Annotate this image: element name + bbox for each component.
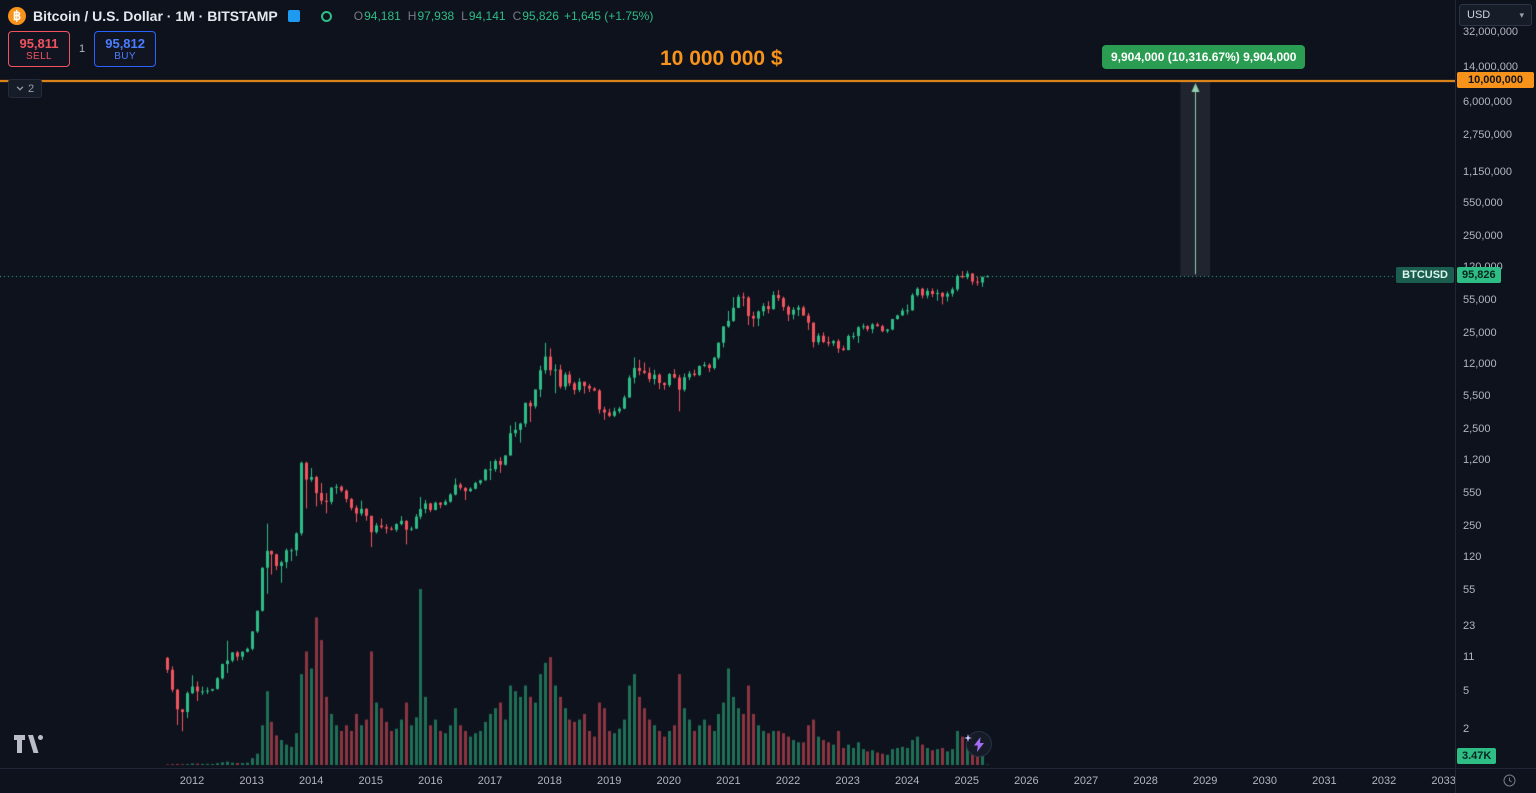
buy-price: 95,812 <box>105 36 145 51</box>
market-status-icon[interactable] <box>320 10 332 22</box>
time-axis-year-label: 2015 <box>358 775 384 787</box>
price-axis-label: 55,000 <box>1463 293 1497 306</box>
legend-collapse-chip[interactable]: 2 <box>8 79 42 98</box>
buy-button[interactable]: 95,812 BUY <box>94 31 157 67</box>
high-value: 97,938 <box>417 9 455 23</box>
lightning-icon <box>973 736 984 752</box>
time-axis-year-label: 2026 <box>1014 775 1039 787</box>
symbol-title[interactable]: Bitcoin / U.S. Dollar · 1M · BITSTAMP <box>33 8 278 24</box>
price-axis-label: 550 <box>1463 487 1482 500</box>
sell-price: 95,811 <box>19 36 59 51</box>
price-axis-label: 14,000,000 <box>1463 60 1519 73</box>
currency-value: USD <box>1467 9 1491 21</box>
time-axis-year-label: 2024 <box>894 775 920 787</box>
time-axis-year-label: 2025 <box>954 775 980 787</box>
price-range-label[interactable]: 9,904,000 (10,316.67%) 9,904,000 <box>1102 45 1306 69</box>
price-axis-label: 11 <box>1463 651 1475 664</box>
time-axis-year-label: 2016 <box>418 775 443 787</box>
current-price-axis-badge: 95,826 <box>1457 267 1501 284</box>
chevron-down-icon: ▾ <box>1519 9 1524 20</box>
time-axis-year-label: 2017 <box>477 775 503 787</box>
price-axis[interactable]: 32,000,000 14,000,000 6,000,000 2,750,000 1,… <box>1455 0 1536 768</box>
price-axis-label: 12,000 <box>1463 357 1497 370</box>
low-label: L <box>461 9 468 23</box>
time-axis-year-label: 2021 <box>716 775 741 787</box>
close-value: 95,826 <box>522 9 559 23</box>
price-axis-label: 250,000 <box>1463 229 1503 242</box>
open-value: 94,181 <box>364 9 401 23</box>
target-price-text-label[interactable]: 10 000 000 $ <box>660 47 783 70</box>
close-label: C <box>512 9 522 23</box>
volume-axis-badge: 3.47K <box>1457 748 1497 764</box>
time-axis-year-label: 2029 <box>1192 775 1218 787</box>
time-axis-year-label: 2018 <box>537 775 562 787</box>
price-axis-label: 55 <box>1463 583 1476 596</box>
time-axis-year-label: 2019 <box>596 775 622 787</box>
time-axis-year-label: 2013 <box>239 775 264 787</box>
sell-button[interactable]: 95,811 SELL <box>8 31 70 67</box>
price-axis-label: 1,150,000 <box>1463 165 1512 178</box>
buy-label: BUY <box>114 51 136 62</box>
bitcoin-logo-icon: ฿ <box>8 7 26 25</box>
price-axis-label: 6,000,000 <box>1463 96 1512 109</box>
boost-lightning-button[interactable] <box>964 730 992 757</box>
time-axis-year-label: 2032 <box>1371 775 1397 787</box>
price-axis-label: 25,000 <box>1463 326 1497 339</box>
price-axis-label: 5 <box>1463 684 1470 697</box>
price-axis-label: 120 <box>1463 551 1482 564</box>
chevron-down-icon <box>16 86 24 91</box>
price-axis-label: 2 <box>1463 723 1470 736</box>
time-axis-year-label: 2028 <box>1133 775 1158 787</box>
price-axis-label: 250 <box>1463 520 1482 533</box>
time-axis-year-label: 2020 <box>656 775 682 787</box>
price-axis-label: 550,000 <box>1463 196 1503 209</box>
time-axis-year-label: 2031 <box>1312 775 1337 787</box>
time-axis-year-label: 2022 <box>775 775 801 787</box>
price-axis-label: 32,000,000 <box>1463 26 1519 39</box>
open-label: O <box>353 9 364 23</box>
time-axis-year-label: 2012 <box>179 775 205 787</box>
price-axis-label: 2,750,000 <box>1463 129 1512 142</box>
price-axis-label: 1,200 <box>1463 454 1491 467</box>
tradingview-logo[interactable] <box>14 735 43 759</box>
change-value: +1,645 (+1.75%) <box>563 9 654 23</box>
time-axis[interactable]: 2012 2013 2014 2015 2016 2017 2018 2019 2020 2021… <box>0 768 1536 793</box>
symbol-axis-chip: BTCUSD <box>1396 267 1454 284</box>
time-axis-year-label: 2033 <box>1431 775 1455 787</box>
clock-icon[interactable] <box>1503 774 1516 792</box>
chart-legend: ฿ Bitcoin / U.S. Dollar · 1M · BITSTAMP … <box>8 6 653 98</box>
low-value: 94,141 <box>468 9 506 23</box>
sell-label: SELL <box>25 51 53 62</box>
candlestick-chart-canvas[interactable] <box>0 0 1455 768</box>
bitstamp-logo-icon <box>287 10 300 22</box>
spread-value: 1 <box>79 43 86 55</box>
high-label: H <box>407 9 417 23</box>
price-axis-label: 2,500 <box>1463 423 1491 436</box>
symbol-row: ฿ Bitcoin / U.S. Dollar · 1M · BITSTAMP … <box>8 6 653 26</box>
time-axis-year-label: 2027 <box>1073 775 1099 787</box>
collapse-count: 2 <box>27 82 35 95</box>
currency-dropdown[interactable]: USD ▾ <box>1459 4 1532 26</box>
target-price-axis-badge: 10,000,000 <box>1457 72 1534 88</box>
time-axis-year-label: 2030 <box>1252 775 1278 787</box>
trade-buttons-row: 95,811 SELL 1 95,812 BUY <box>8 31 653 67</box>
price-axis-label: 23 <box>1463 620 1476 633</box>
time-axis-year-label: 2023 <box>835 775 860 787</box>
ohlc-values: O 94,181 H 97,938 L 94,141 C 95,826 +1,645 (… <box>347 9 654 23</box>
sparkle-icon <box>964 730 972 745</box>
chart-pane[interactable]: ฿ Bitcoin / U.S. Dollar · 1M · BITSTAMP … <box>0 0 1455 768</box>
time-axis-year-label: 2014 <box>298 775 324 787</box>
price-axis-label: 5,500 <box>1463 390 1491 403</box>
